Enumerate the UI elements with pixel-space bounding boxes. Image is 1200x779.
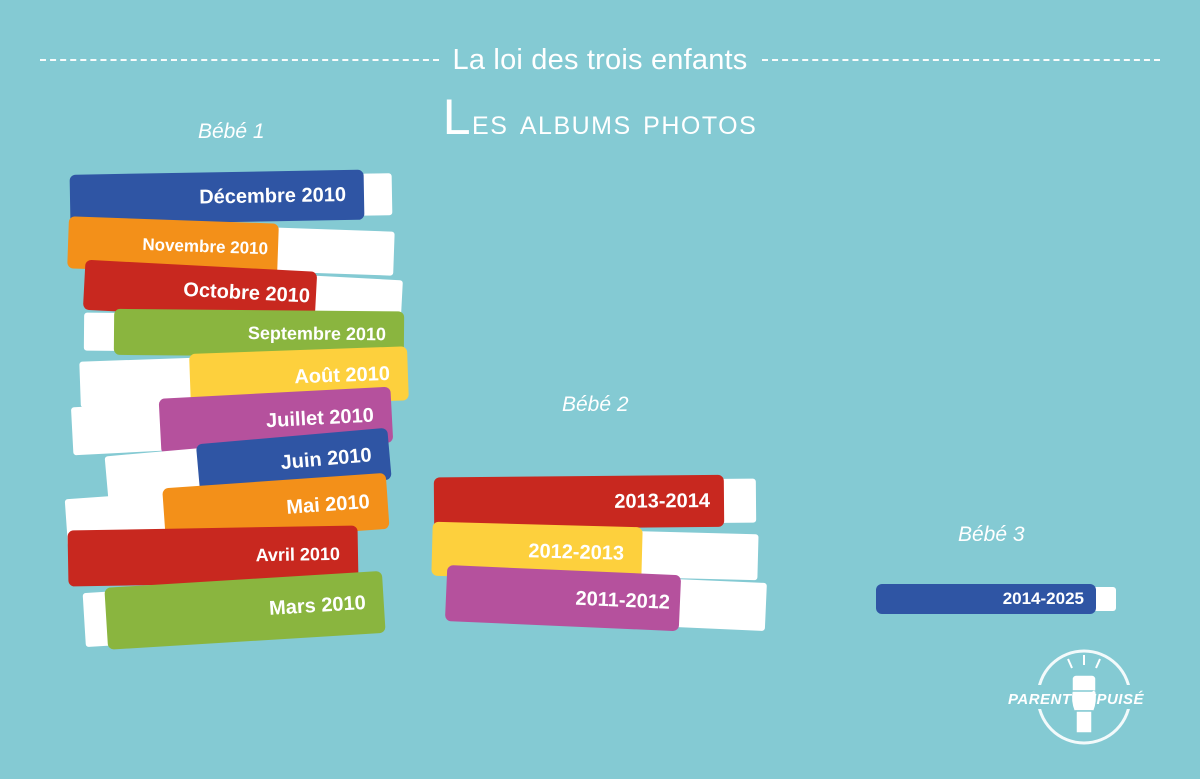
logo-word-right: ÉPUISÉ bbox=[1085, 691, 1144, 708]
parent-epuise-logo: PARENT ÉPUISÉ bbox=[1008, 645, 1144, 749]
book-label: 2011-2012 bbox=[575, 587, 671, 614]
book-label: Juillet 2010 bbox=[265, 404, 375, 432]
book-album: 2013-2014 bbox=[433, 474, 757, 530]
dashed-divider-right bbox=[761, 59, 1161, 61]
book-label: Décembre 2010 bbox=[199, 183, 347, 209]
title-rest: es albums photos bbox=[472, 101, 758, 142]
book-label: 2014-2025 bbox=[1002, 589, 1084, 608]
book-album: Décembre 2010 bbox=[69, 169, 393, 225]
header-line: La loi des trois enfants bbox=[40, 40, 1161, 80]
book-cover: 2014-2025 bbox=[876, 584, 1096, 614]
baby-3-label: Bébé 3 bbox=[958, 523, 1025, 546]
dashed-divider-left bbox=[40, 59, 439, 61]
baby-1-label: Bébé 1 bbox=[198, 120, 265, 143]
baby-2-label: Bébé 2 bbox=[562, 393, 629, 416]
book-cover: 2011-2012 bbox=[444, 565, 682, 632]
book-label: Septembre 2010 bbox=[247, 322, 387, 344]
book-album: 2014-2025 bbox=[876, 584, 1116, 614]
book-cover: Décembre 2010 bbox=[69, 169, 365, 225]
book-label: Novembre 2010 bbox=[142, 234, 269, 259]
book-cover: 2013-2014 bbox=[433, 474, 725, 530]
title-first-letter: L bbox=[442, 89, 473, 145]
book-label: 2013-2014 bbox=[614, 489, 711, 513]
raised-fist-icon bbox=[1070, 674, 1098, 734]
logo-word-left: PARENT bbox=[1008, 691, 1072, 708]
book-label: Mars 2010 bbox=[268, 591, 367, 620]
book-label: 2012-2013 bbox=[528, 539, 625, 565]
book-label: Juin 2010 bbox=[279, 443, 373, 474]
book-label: Août 2010 bbox=[293, 362, 391, 388]
page-title: Les albums photos bbox=[0, 92, 1200, 142]
book-label: Mai 2010 bbox=[285, 490, 371, 519]
logo-badge-icon bbox=[1008, 649, 1144, 745]
subtitle: La loi des trois enfants bbox=[452, 43, 748, 76]
book-label: Avril 2010 bbox=[255, 543, 341, 565]
book-label: Octobre 2010 bbox=[182, 278, 311, 307]
